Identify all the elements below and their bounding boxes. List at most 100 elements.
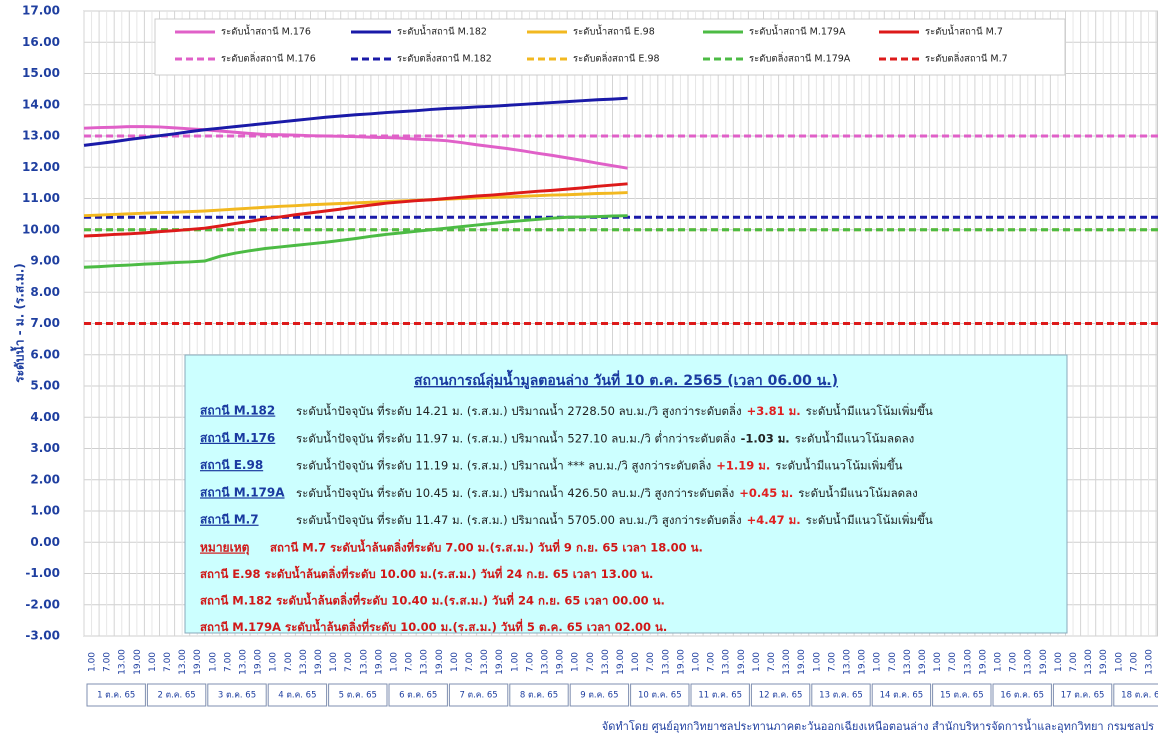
x-tick-label: 1.00 [1114,652,1124,672]
station-status: ระดับน้ำปัจจุบัน ที่ระดับ 10.45 ม. (ร.ส.… [296,484,918,499]
day-box [509,683,569,707]
x-tick-label: 19.00 [737,649,747,675]
x-tick-label: 7.00 [344,652,354,672]
status-diff: +0.45 ม. [739,485,793,499]
station-link: สถานี E.98 [200,458,263,472]
station-link: สถานี M.182 [200,404,275,418]
x-tick-label: 1.00 [269,652,279,672]
x-tick-label: 13.00 [1084,649,1094,675]
x-tick-label: 1.00 [812,652,822,672]
x-tick-label: 19.00 [978,649,988,675]
day-box [750,683,811,707]
y-tick-label: 17.00 [22,4,60,18]
x-tick-label: 1.00 [510,652,520,672]
x-tick-label: 1.00 [571,652,581,672]
x-tick-label: 13.00 [299,649,309,675]
x-tick-label: 13.00 [1024,649,1034,675]
status-diff: +4.47 ม. [747,513,801,527]
x-tick-label: 1.00 [329,652,339,672]
info-box [184,354,1068,634]
x-tick-label: 13.00 [661,649,671,675]
day-label: 15 ต.ค. 65 [940,691,984,701]
station-link: สถานี M.7 [200,513,259,527]
station-link: สถานี M.176 [200,431,275,445]
x-tick-label: 1.00 [692,652,702,672]
x-tick-label: 7.00 [767,652,777,672]
y-tick-label: 0.00 [30,535,60,549]
status-trend: ระดับน้ำมีแนวโน้มเพิ่มขึ้น [775,457,902,472]
day-label: 4 ต.ค. 65 [278,691,316,701]
x-tick-label: 19.00 [858,649,868,675]
x-tick-label: 1.00 [933,652,943,672]
day-label: 17 ต.ค. 65 [1061,691,1105,701]
day-label: 16 ต.ค. 65 [1000,691,1044,701]
x-tick-label: 13.00 [843,649,853,675]
x-tick-label: 19.00 [193,649,203,675]
legend-entries: ระดับน้ำสถานี M.176 ระดับน้ำสถานี M.182 ระ… [175,25,1008,65]
x-tick-label: 13.00 [903,649,913,675]
x-tick-label: 19.00 [254,649,264,675]
y-tick-label: 16.00 [22,35,60,49]
notes-label: หมายเหตุ [200,541,250,556]
x-tick-label: 19.00 [676,649,686,675]
day-box [992,683,1052,707]
x-tick-label: 7.00 [827,652,837,672]
y-tick-label: 7.00 [30,316,60,330]
x-tick-label: 7.00 [163,652,173,672]
day-label: 18 ต.ค. 65 [1121,691,1158,701]
day-box [932,683,992,707]
x-tick-label: 7.00 [1069,652,1079,672]
x-tick-label: 1.00 [450,652,460,672]
lines [83,96,1158,325]
x-tick-label: 19.00 [616,649,626,675]
day-box [207,683,267,707]
y-tick-label: 15.00 [22,66,60,80]
legend-label: ระดับตลิ่งสถานี M.176 [221,52,316,65]
day-box [388,683,448,707]
x-tick-label: 7.00 [465,652,475,672]
x-tick-label: 7.00 [948,652,958,672]
status-diff: +1.19 ม. [716,458,770,472]
x-tick-label: 19.00 [797,649,807,675]
y-tick-label: 5.00 [30,379,60,393]
day-label: 14 ต.ค. 65 [880,691,924,701]
x-tick-label: 7.00 [646,652,656,672]
day-box [630,683,690,707]
footer: จัดทำโดย ศูนย์อุทกวิทยาชลประทานภาคตะวันอ… [602,718,1154,733]
x-tick-label: 13.00 [118,649,128,675]
legend-label: ระดับตลิ่งสถานี M.7 [925,52,1008,65]
station-link: สถานี M.179A [200,485,285,499]
day-box [811,683,871,707]
status-text: ระดับน้ำปัจจุบัน ที่ระดับ 10.45 ม. (ร.ส.… [296,484,734,499]
day-label: 3 ต.ค. 65 [218,691,256,701]
x-tick-label: 13.00 [541,649,551,675]
day-label: 6 ต.ค. 65 [399,691,437,701]
day-label: 9 ต.ค. 65 [580,691,618,701]
x-tick-label: 7.00 [586,652,596,672]
legend-label: ระดับน้ำสถานี E.98 [573,25,655,38]
x-tick-label: 13.00 [239,649,249,675]
x-tick-label: 13.00 [420,649,430,675]
x-tick-label: 19.00 [1039,649,1049,675]
status-trend: ระดับน้ำมีแนวโน้มเพิ่มขึ้น [806,512,933,527]
note: สถานี M.182 ระดับน้ำล้นตลิ่งที่ระดับ 10.… [200,592,665,608]
x-tick-label: 7.00 [525,652,535,672]
series-line [83,214,628,269]
y-tick-label: 2.00 [30,472,60,486]
x-tick-label: 7.00 [223,652,233,672]
legend-label: ระดับตลิ่งสถานี E.98 [573,52,660,65]
y-tick-label: -3.00 [25,629,60,643]
day-box [328,683,388,707]
x-tick-label: 1.00 [994,652,1004,672]
day-label: 11 ต.ค. 65 [698,691,742,701]
status-text: ระดับน้ำปัจจุบัน ที่ระดับ 11.19 ม. (ร.ส.… [296,457,711,472]
day-label: 8 ต.ค. 65 [520,691,558,701]
day-box [569,683,630,707]
x-tick-label: 7.00 [1009,652,1019,672]
series-line [83,96,628,147]
x-tick-label: 7.00 [1129,652,1139,672]
day-box [1113,683,1158,707]
series-line [83,191,628,218]
status-diff: +3.81 ม. [747,404,801,418]
x-tick-label: 1.00 [631,652,641,672]
